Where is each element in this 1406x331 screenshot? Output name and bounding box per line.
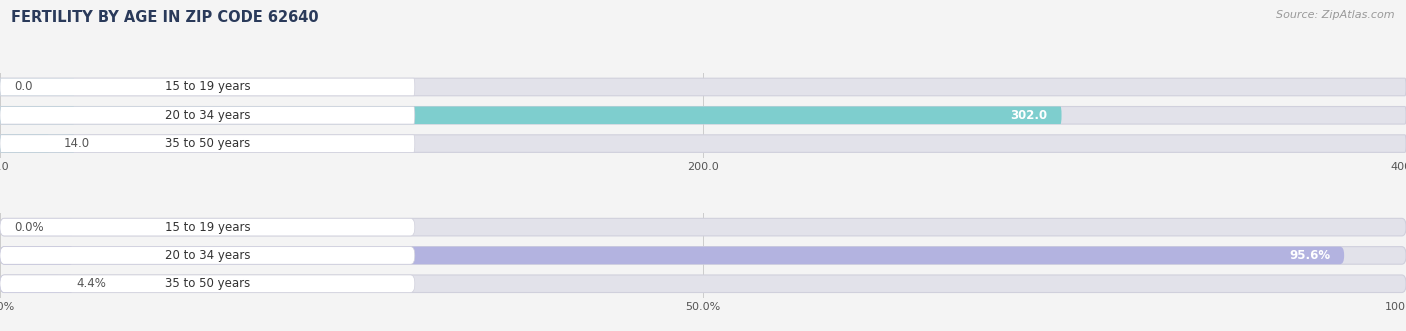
Text: Source: ZipAtlas.com: Source: ZipAtlas.com xyxy=(1277,10,1395,20)
FancyBboxPatch shape xyxy=(0,78,415,96)
FancyBboxPatch shape xyxy=(0,78,1406,96)
FancyBboxPatch shape xyxy=(0,135,1406,152)
FancyBboxPatch shape xyxy=(0,218,415,236)
Text: 35 to 50 years: 35 to 50 years xyxy=(165,137,250,150)
FancyBboxPatch shape xyxy=(0,135,75,152)
FancyBboxPatch shape xyxy=(0,135,49,152)
FancyBboxPatch shape xyxy=(0,247,415,264)
Text: 15 to 19 years: 15 to 19 years xyxy=(165,80,250,93)
FancyBboxPatch shape xyxy=(0,218,75,236)
FancyBboxPatch shape xyxy=(0,107,75,124)
FancyBboxPatch shape xyxy=(0,78,75,96)
FancyBboxPatch shape xyxy=(0,275,75,293)
FancyBboxPatch shape xyxy=(0,275,415,293)
FancyBboxPatch shape xyxy=(0,247,1344,264)
FancyBboxPatch shape xyxy=(0,135,415,152)
FancyBboxPatch shape xyxy=(0,275,62,293)
Text: 15 to 19 years: 15 to 19 years xyxy=(165,221,250,234)
FancyBboxPatch shape xyxy=(0,107,415,124)
FancyBboxPatch shape xyxy=(0,107,1406,124)
Text: 35 to 50 years: 35 to 50 years xyxy=(165,277,250,290)
Text: 95.6%: 95.6% xyxy=(1289,249,1330,262)
Text: 302.0: 302.0 xyxy=(1011,109,1047,122)
Text: 20 to 34 years: 20 to 34 years xyxy=(165,109,250,122)
FancyBboxPatch shape xyxy=(0,107,1062,124)
Text: 0.0%: 0.0% xyxy=(14,221,44,234)
FancyBboxPatch shape xyxy=(0,247,75,264)
FancyBboxPatch shape xyxy=(0,275,1406,293)
Text: FERTILITY BY AGE IN ZIP CODE 62640: FERTILITY BY AGE IN ZIP CODE 62640 xyxy=(11,10,319,25)
Text: 4.4%: 4.4% xyxy=(76,277,105,290)
FancyBboxPatch shape xyxy=(0,247,1406,264)
Text: 14.0: 14.0 xyxy=(63,137,90,150)
Text: 20 to 34 years: 20 to 34 years xyxy=(165,249,250,262)
Text: 0.0: 0.0 xyxy=(14,80,32,93)
FancyBboxPatch shape xyxy=(0,218,1406,236)
